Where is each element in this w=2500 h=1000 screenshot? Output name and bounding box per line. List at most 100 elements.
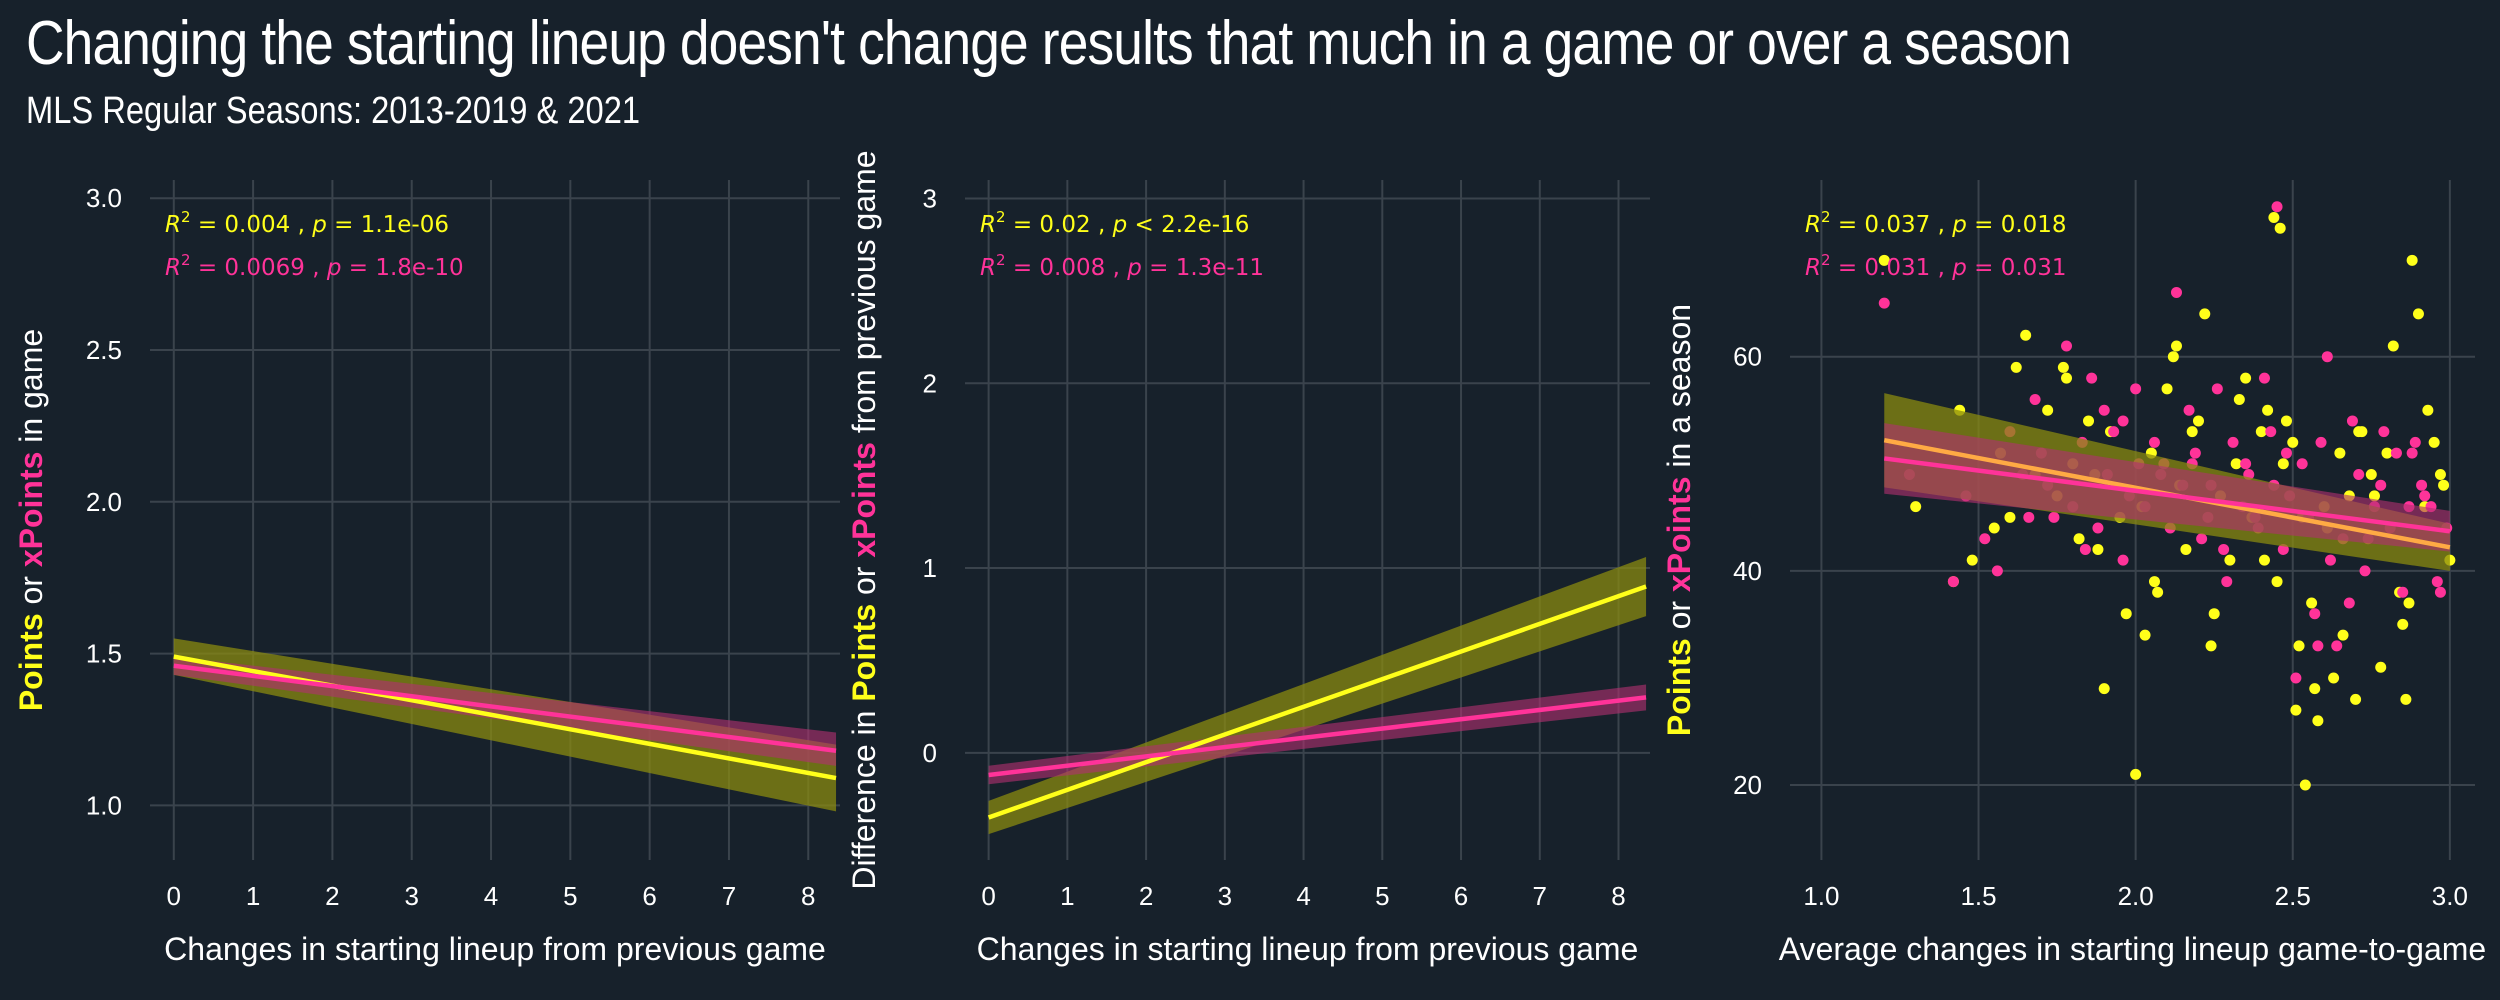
xpoints-point xyxy=(2397,586,2409,598)
xpoints-point xyxy=(2092,522,2104,534)
points-point xyxy=(2268,211,2280,223)
points-point xyxy=(2387,340,2399,352)
points-point xyxy=(2365,468,2377,480)
points-point xyxy=(2186,426,2198,438)
y-tick-label: 60 xyxy=(1733,342,1762,372)
points-fit-line xyxy=(173,654,837,781)
points-point xyxy=(2375,661,2387,673)
points-point xyxy=(2167,351,2179,363)
xpoints-point xyxy=(2108,426,2120,438)
xpoints-point xyxy=(2406,447,2418,459)
r2-symbol: R xyxy=(165,255,181,281)
r2-symbol: R xyxy=(980,212,996,238)
xpoints-point xyxy=(2378,426,2390,438)
xpoints-point xyxy=(2331,640,2343,652)
xpoints-point xyxy=(2170,286,2182,298)
xpoints-r2-annotation: R2 = 0.031 , p = 0.031 xyxy=(1805,251,2067,281)
xpoints-point xyxy=(2290,672,2302,684)
x-axis-label: Average changes in starting lineup game-… xyxy=(1779,931,2486,967)
points-point xyxy=(2205,640,2217,652)
points-point xyxy=(2428,436,2440,448)
points-point xyxy=(2434,468,2446,480)
points-point xyxy=(2403,597,2415,609)
r2-symbol: R xyxy=(1805,255,1821,281)
points-point xyxy=(2334,447,2346,459)
xpoints-point xyxy=(2130,383,2142,395)
p-symbol: p xyxy=(1951,212,1967,238)
xpoints-point xyxy=(2296,458,2308,470)
x-tick-label: 5 xyxy=(563,881,577,911)
points-r2-annotation: R2 = 0.02 , p < 2.2e-16 xyxy=(980,208,1249,238)
xpoints-point xyxy=(2324,554,2336,566)
r2-superscript: 2 xyxy=(1821,251,1831,269)
y-axis-label-part: from previous game xyxy=(846,150,882,442)
points-point xyxy=(2309,683,2321,695)
r2-superscript: 2 xyxy=(996,208,1006,226)
xpoints-point xyxy=(2221,576,2233,588)
y-axis-label-part: xPoints xyxy=(13,452,49,568)
x-tick-label: 7 xyxy=(1533,881,1547,911)
p-value: < 2.2e-16 xyxy=(1127,212,1249,238)
x-tick-label: 4 xyxy=(484,881,498,911)
points-point xyxy=(2368,490,2380,502)
points-point xyxy=(2004,511,2016,523)
xpoints-point xyxy=(2023,511,2035,523)
xpoints-point xyxy=(2312,640,2324,652)
y-axis-label-part: in a season xyxy=(1661,304,1697,477)
xpoints-point xyxy=(2431,576,2443,588)
r2-symbol: R xyxy=(165,212,181,238)
y-axis-label-part: Points xyxy=(13,613,49,711)
points-point xyxy=(2061,372,2073,384)
x-tick-label: 6 xyxy=(642,881,656,911)
y-tick-label: 1 xyxy=(923,553,937,583)
points-point xyxy=(2098,683,2110,695)
x-tick-label: 0 xyxy=(167,881,181,911)
x-tick-label: 0 xyxy=(981,881,995,911)
points-point xyxy=(2170,340,2182,352)
points-point xyxy=(2328,672,2340,684)
xpoints-point xyxy=(2258,372,2270,384)
x-tick-label: 6 xyxy=(1454,881,1468,911)
r2-superscript: 2 xyxy=(181,251,191,269)
y-tick-label: 3.0 xyxy=(86,183,122,213)
points-point xyxy=(2010,361,2022,373)
x-axis-label: Changes in starting lineup from previous… xyxy=(164,931,826,967)
points-point xyxy=(1966,554,1978,566)
x-tick-label: 4 xyxy=(1296,881,1310,911)
xpoints-point xyxy=(1947,576,1959,588)
points-point xyxy=(2400,693,2412,705)
y-tick-label: 2 xyxy=(923,368,937,398)
y-axis-label-part: or xyxy=(846,558,882,604)
points-point xyxy=(2180,543,2192,555)
y-axis-label-part: Difference in xyxy=(846,702,882,890)
points-point xyxy=(2192,415,2204,427)
xpoints-point xyxy=(2079,543,2091,555)
page-title: Changing the starting lineup doesn't cha… xyxy=(26,9,2072,78)
y-axis-label: Difference in Points or xPoints from pre… xyxy=(846,150,882,889)
x-tick-label: 1.0 xyxy=(1803,881,1839,911)
r2-superscript: 2 xyxy=(181,208,191,226)
xpoints-point xyxy=(1878,297,1890,309)
y-axis-label: Points or xPoints in game xyxy=(13,329,49,711)
xpoints-confidence-band xyxy=(173,656,837,766)
points-r2-annotation: R2 = 0.037 , p = 0.018 xyxy=(1805,208,2067,238)
p-value: = 0.031 xyxy=(1967,255,2067,281)
p-symbol: p xyxy=(1112,212,1128,238)
chart-panel-2: 0 1 2 3 4 5 6 7 8 0 1 2 3 Changes in starting lineup … xyxy=(846,150,1650,967)
points-point xyxy=(2422,404,2434,416)
y-tick-label: 2.5 xyxy=(86,335,122,365)
xpoints-point xyxy=(2265,426,2277,438)
xpoints-fit-line xyxy=(173,663,837,753)
xpoints-r2-annotation: R2 = 0.0069 , p = 1.8e-10 xyxy=(165,251,464,281)
points-point xyxy=(2092,543,2104,555)
points-point xyxy=(2120,608,2132,620)
xpoints-point xyxy=(2117,415,2129,427)
points-point xyxy=(2353,426,2365,438)
p-value: = 1.1e-06 xyxy=(327,212,449,238)
xpoints-point xyxy=(2343,597,2355,609)
points-point xyxy=(2337,629,2349,641)
xpoints-point xyxy=(2309,608,2321,620)
xpoints-point xyxy=(2148,436,2160,448)
xpoints-point xyxy=(2098,404,2110,416)
y-tick-label: 0 xyxy=(923,738,937,768)
